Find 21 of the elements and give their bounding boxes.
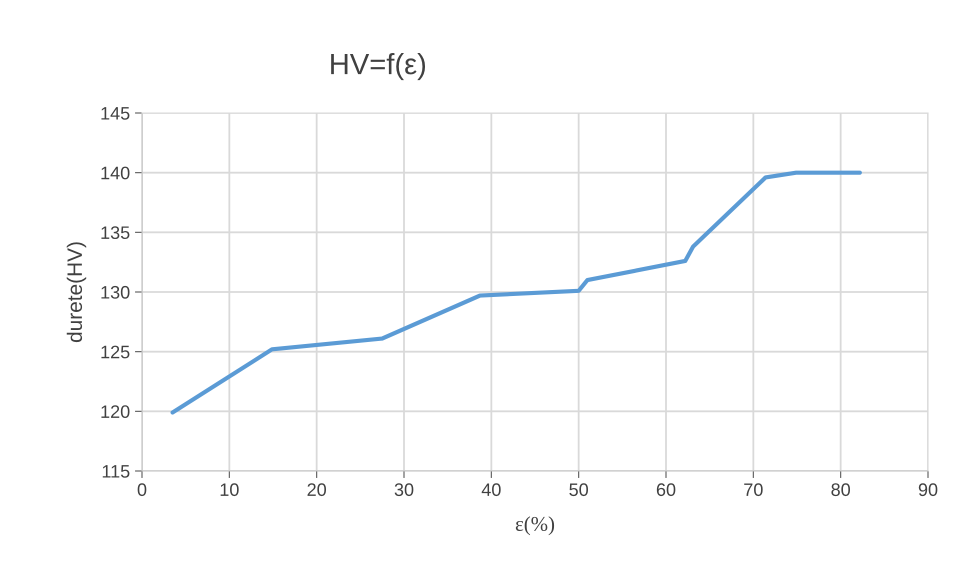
x-tick-label: 70 [744,483,763,496]
x-tick-label: 50 [569,483,588,496]
x-tick-label: 90 [918,483,938,496]
x-axis-title: ε(%) [516,516,554,536]
y-tick-label: 115 [102,465,130,478]
y-tick-label: 120 [101,405,130,418]
y-tick-label: 140 [101,166,130,180]
x-tick-label: 40 [482,483,501,496]
y-tick-label: 125 [101,346,130,358]
y-axis-title: durete(HV) [66,242,86,342]
x-tick-label: 80 [831,483,850,496]
x-tick-label: 30 [394,483,414,496]
line-series [170,170,862,415]
y-tick-label: 135 [101,226,130,240]
x-tick-label: 0 [138,483,146,496]
chart-title: HV=f(ε) [331,52,426,80]
x-tick-label: 20 [308,483,326,496]
y-tick-label: 130 [101,286,130,299]
x-tick-label: 10 [220,483,239,496]
y-tick-label: 145 [101,107,130,120]
x-tick-label: 60 [656,483,676,496]
